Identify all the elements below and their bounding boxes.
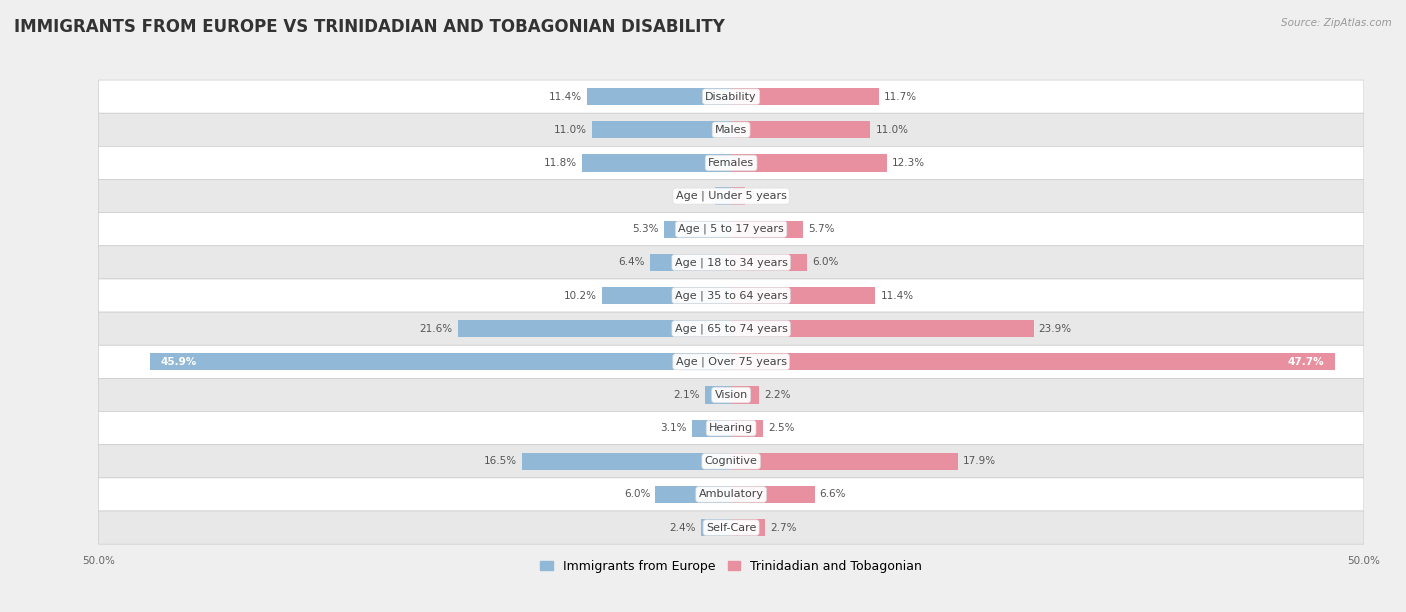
Bar	[731, 220, 803, 238]
Text: 47.7%: 47.7%	[1288, 357, 1324, 367]
Text: 10.2%: 10.2%	[564, 291, 598, 300]
Text: 1.3%: 1.3%	[683, 191, 710, 201]
FancyBboxPatch shape	[98, 445, 1364, 478]
Bar	[458, 320, 731, 337]
Bar	[731, 420, 762, 437]
FancyBboxPatch shape	[98, 246, 1364, 279]
Bar	[692, 420, 731, 437]
FancyBboxPatch shape	[98, 179, 1364, 212]
Text: 11.4%: 11.4%	[880, 291, 914, 300]
Text: Vision: Vision	[714, 390, 748, 400]
Text: Self-Care: Self-Care	[706, 523, 756, 532]
Legend: Immigrants from Europe, Trinidadian and Tobagonian: Immigrants from Europe, Trinidadian and …	[536, 555, 927, 578]
Bar	[650, 254, 731, 271]
Text: Ambulatory: Ambulatory	[699, 490, 763, 499]
FancyBboxPatch shape	[98, 478, 1364, 511]
Text: 2.5%: 2.5%	[768, 423, 794, 433]
Text: 5.7%: 5.7%	[808, 224, 835, 234]
Text: 11.0%: 11.0%	[554, 125, 586, 135]
Bar	[714, 187, 731, 204]
Bar	[731, 254, 807, 271]
Text: Age | 65 to 74 years: Age | 65 to 74 years	[675, 324, 787, 334]
Text: 11.7%: 11.7%	[884, 92, 917, 102]
FancyBboxPatch shape	[98, 212, 1364, 246]
Bar	[731, 453, 957, 470]
Text: 6.6%: 6.6%	[820, 490, 846, 499]
Bar	[731, 386, 759, 404]
Bar	[731, 121, 870, 138]
FancyBboxPatch shape	[98, 312, 1364, 345]
FancyBboxPatch shape	[98, 378, 1364, 411]
Bar	[586, 88, 731, 105]
FancyBboxPatch shape	[98, 411, 1364, 445]
Text: 11.8%: 11.8%	[544, 158, 576, 168]
Bar	[700, 519, 731, 536]
FancyBboxPatch shape	[98, 80, 1364, 113]
Text: Age | 18 to 34 years: Age | 18 to 34 years	[675, 257, 787, 267]
Text: 6.4%: 6.4%	[619, 258, 645, 267]
Text: 17.9%: 17.9%	[963, 457, 995, 466]
FancyBboxPatch shape	[98, 113, 1364, 146]
Text: Age | 5 to 17 years: Age | 5 to 17 years	[678, 224, 785, 234]
Text: 2.4%: 2.4%	[669, 523, 696, 532]
Text: 6.0%: 6.0%	[624, 490, 650, 499]
Bar	[582, 154, 731, 171]
Text: Males: Males	[716, 125, 747, 135]
Text: Females: Females	[709, 158, 754, 168]
Text: Age | 35 to 64 years: Age | 35 to 64 years	[675, 290, 787, 300]
Bar	[150, 353, 731, 370]
Bar	[731, 486, 814, 503]
Text: 16.5%: 16.5%	[484, 457, 517, 466]
Text: 1.1%: 1.1%	[751, 191, 776, 201]
Bar	[664, 220, 731, 238]
Bar	[704, 386, 731, 404]
Text: 2.1%: 2.1%	[673, 390, 699, 400]
Bar	[731, 187, 745, 204]
Bar	[731, 353, 1334, 370]
Text: Age | Under 5 years: Age | Under 5 years	[676, 191, 786, 201]
Bar	[592, 121, 731, 138]
Text: 12.3%: 12.3%	[891, 158, 925, 168]
Text: Disability: Disability	[706, 92, 756, 102]
Text: 5.3%: 5.3%	[633, 224, 659, 234]
FancyBboxPatch shape	[98, 511, 1364, 544]
Bar	[655, 486, 731, 503]
Bar	[731, 519, 765, 536]
Bar	[731, 287, 876, 304]
Text: 11.0%: 11.0%	[876, 125, 908, 135]
Text: IMMIGRANTS FROM EUROPE VS TRINIDADIAN AND TOBAGONIAN DISABILITY: IMMIGRANTS FROM EUROPE VS TRINIDADIAN AN…	[14, 18, 725, 36]
Text: 2.2%: 2.2%	[763, 390, 790, 400]
Bar	[731, 320, 1033, 337]
Text: Age | Over 75 years: Age | Over 75 years	[676, 357, 786, 367]
FancyBboxPatch shape	[98, 279, 1364, 312]
Text: 21.6%: 21.6%	[419, 324, 453, 334]
Text: Cognitive: Cognitive	[704, 457, 758, 466]
Text: 45.9%: 45.9%	[160, 357, 197, 367]
Bar	[602, 287, 731, 304]
Text: Source: ZipAtlas.com: Source: ZipAtlas.com	[1281, 18, 1392, 28]
Bar	[731, 154, 887, 171]
Text: 3.1%: 3.1%	[661, 423, 686, 433]
Bar	[523, 453, 731, 470]
Text: 6.0%: 6.0%	[813, 258, 838, 267]
Text: 11.4%: 11.4%	[548, 92, 582, 102]
Text: Hearing: Hearing	[709, 423, 754, 433]
Text: 2.7%: 2.7%	[770, 523, 797, 532]
FancyBboxPatch shape	[98, 345, 1364, 378]
Text: 23.9%: 23.9%	[1039, 324, 1071, 334]
FancyBboxPatch shape	[98, 146, 1364, 179]
Bar	[731, 88, 879, 105]
